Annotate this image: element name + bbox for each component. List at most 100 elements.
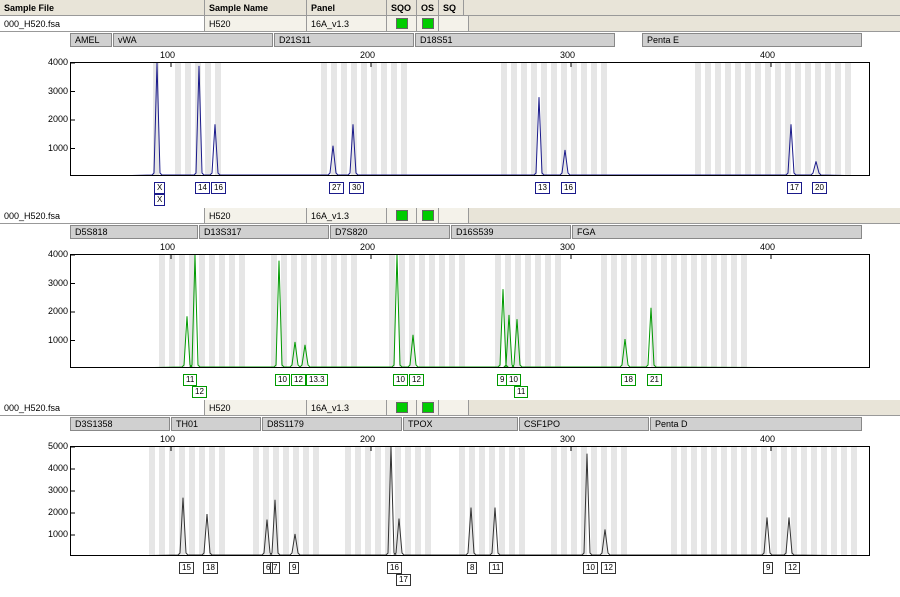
sample-panel: 16A_v1.3 [307, 400, 387, 415]
allele-label: 17 [787, 182, 802, 194]
y-tick-label: 5000 [42, 441, 68, 451]
x-tick-label: 200 [360, 50, 375, 60]
sample-file: 000_H520.fsa [0, 16, 205, 31]
allele-label: 30 [349, 182, 364, 194]
x-tick-label: 400 [760, 50, 775, 60]
header-sqo: SQO [387, 0, 417, 15]
locus-label: D3S1358 [70, 417, 170, 431]
locus-label: D21S11 [274, 33, 414, 47]
y-tick-label: 1000 [42, 335, 68, 345]
allele-label: 11 [489, 562, 503, 574]
allele-label: 10 [275, 374, 290, 386]
locus-label: TPOX [403, 417, 518, 431]
allele-label: 16 [211, 182, 226, 194]
sq-indicator [439, 400, 469, 415]
allele-label: 11 [514, 386, 528, 398]
header-os: OS [417, 0, 439, 15]
allele-label: 21 [647, 374, 662, 386]
green-square-icon [396, 402, 408, 413]
header-panel: Panel [307, 0, 387, 15]
x-tick-label: 100 [160, 242, 175, 252]
locus-label: D8S1179 [262, 417, 402, 431]
allele-label: 27 [329, 182, 344, 194]
x-tick-label: 100 [160, 434, 175, 444]
locus-row: D3S1358TH01D8S1179TPOXCSF1POPenta D [0, 416, 900, 432]
sample-panel: 16A_v1.3 [307, 16, 387, 31]
allele-label: 8 [467, 562, 477, 574]
x-tick-label: 200 [360, 242, 375, 252]
x-tick-label: 300 [560, 434, 575, 444]
allele-label: 10 [393, 374, 408, 386]
sample-row: 000_H520.fsa H520 16A_v1.3 [0, 208, 900, 224]
y-tick-label: 3000 [42, 485, 68, 495]
sq-indicator [439, 16, 469, 31]
allele-label: 7 [270, 562, 280, 574]
sample-panel: 16A_v1.3 [307, 208, 387, 223]
allele-label: 17 [396, 574, 411, 586]
allele-label: 9 [763, 562, 773, 574]
allele-label: 13.3 [306, 374, 328, 386]
y-tick-label: 1000 [42, 529, 68, 539]
header-sq: SQ [439, 0, 464, 15]
sq-indicator [439, 208, 469, 223]
locus-label: AMEL [70, 33, 112, 47]
header-file: Sample File [0, 0, 205, 15]
header-row: Sample File Sample Name Panel SQO OS SQ [0, 0, 900, 16]
os-indicator [417, 400, 439, 415]
sample-name: H520 [205, 400, 307, 415]
allele-label: 12 [291, 374, 306, 386]
x-tick-label: 100 [160, 50, 175, 60]
sqo-indicator [387, 16, 417, 31]
sample-name: H520 [205, 208, 307, 223]
y-tick-label: 4000 [42, 463, 68, 473]
y-tick-label: 2000 [42, 114, 68, 124]
locus-label: D5S818 [70, 225, 198, 239]
electropherogram-chart: 1002003004001000200030004000 [0, 50, 900, 178]
allele-label: 16 [561, 182, 576, 194]
allele-label: 12 [409, 374, 424, 386]
locus-label: vWA [113, 33, 273, 47]
allele-label: 15 [179, 562, 194, 574]
green-square-icon [396, 18, 408, 29]
locus-label: D18S51 [415, 33, 615, 47]
sample-name: H520 [205, 16, 307, 31]
allele-label: 13 [535, 182, 550, 194]
allele-label: 10 [506, 374, 521, 386]
locus-row: AMELvWAD21S11D18S51 Penta E [0, 32, 900, 48]
header-name: Sample Name [205, 0, 307, 15]
allele-row: XX1416273013161720 [0, 182, 900, 208]
sample-row: 000_H520.fsa H520 16A_v1.3 [0, 400, 900, 416]
y-tick-label: 4000 [42, 249, 68, 259]
allele-label: 12 [192, 386, 207, 398]
y-tick-label: 1000 [42, 143, 68, 153]
sample-file: 000_H520.fsa [0, 400, 205, 415]
allele-label: 9 [289, 562, 299, 574]
y-tick-label: 2000 [42, 306, 68, 316]
allele-label: X [154, 194, 165, 206]
x-tick-label: 300 [560, 50, 575, 60]
locus-label: Penta D [650, 417, 862, 431]
y-tick-label: 2000 [42, 507, 68, 517]
x-tick-label: 400 [760, 242, 775, 252]
locus-label: Penta E [642, 33, 862, 47]
locus-label: FGA [572, 225, 862, 239]
allele-label: 12 [785, 562, 800, 574]
allele-row: 1112101213.31012910111821 [0, 374, 900, 400]
electropherogram-chart: 1002003004001000200030004000 [0, 242, 900, 370]
locus-label: D16S539 [451, 225, 571, 239]
y-tick-label: 3000 [42, 86, 68, 96]
green-square-icon [422, 402, 434, 413]
locus-label: D13S317 [199, 225, 329, 239]
green-square-icon [422, 210, 434, 221]
allele-label: 20 [812, 182, 827, 194]
sample-file: 000_H520.fsa [0, 208, 205, 223]
os-indicator [417, 16, 439, 31]
allele-label: 11 [183, 374, 197, 386]
os-indicator [417, 208, 439, 223]
allele-label: 16 [387, 562, 402, 574]
allele-label: 10 [583, 562, 598, 574]
allele-row: 151867916178111012912 [0, 562, 900, 588]
allele-label: 14 [195, 182, 210, 194]
sqo-indicator [387, 400, 417, 415]
locus-label: TH01 [171, 417, 261, 431]
